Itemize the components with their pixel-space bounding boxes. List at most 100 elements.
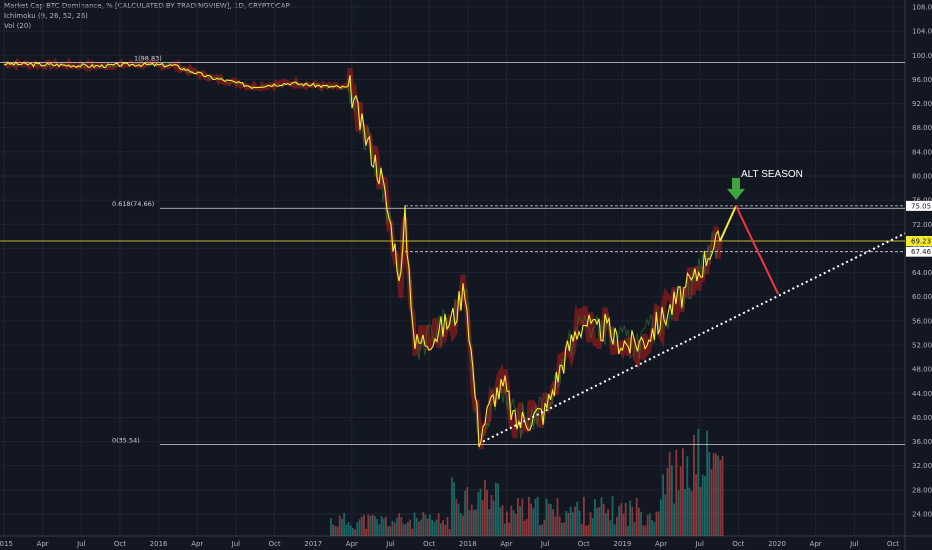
- x-tick-label: 2018: [459, 540, 477, 548]
- volume-bar: [655, 511, 658, 536]
- volume-bar: [374, 516, 376, 536]
- volume-bar: [497, 483, 499, 536]
- volume-bar: [437, 513, 440, 536]
- volume-bar: [699, 487, 702, 536]
- alt-season-label: ALT SEASON: [741, 169, 803, 180]
- price-label-text: 67.46: [911, 248, 932, 256]
- volume-bar: [543, 520, 546, 536]
- projection-down-line: [735, 205, 779, 295]
- volume-bar: [488, 509, 491, 536]
- y-tick-label: 28.00: [912, 486, 932, 494]
- y-tick-label: 56.00: [912, 317, 932, 325]
- volume-bar: [347, 522, 350, 536]
- volume-bar: [624, 503, 627, 536]
- volume-bar: [506, 511, 508, 536]
- volume-bar: [343, 512, 345, 536]
- volume-bar: [600, 497, 603, 536]
- volume-bar: [611, 496, 614, 536]
- volume-bar: [690, 491, 693, 536]
- volume-bar: [644, 525, 647, 536]
- volume-bar: [545, 498, 548, 536]
- y-tick-label: 60.00: [912, 293, 932, 301]
- volume-bar: [426, 518, 429, 536]
- volume-bar: [618, 506, 620, 536]
- price-label-tag: [906, 200, 932, 211]
- volume-bar: [429, 514, 431, 536]
- volume-bar: [510, 505, 513, 536]
- x-tick-label: Jul: [694, 540, 704, 548]
- volume-bar: [360, 516, 363, 536]
- volume-bar: [514, 513, 517, 536]
- volume-bar: [512, 510, 515, 536]
- volume-bar: [631, 506, 634, 536]
- annotations: ALT SEASON: [482, 169, 906, 443]
- volume-bars: [330, 428, 724, 537]
- volume-bar: [407, 521, 409, 536]
- y-axis[interactable]: 108.00 104.00 100.00 96.00 92.00 88.00 84.00 80…: [906, 4, 932, 519]
- x-tick-label: 2020: [768, 540, 786, 548]
- y-tick-label: 48.00: [912, 366, 932, 374]
- volume-bar: [572, 512, 574, 536]
- volume-bar: [596, 508, 598, 536]
- x-tick-label: Jul: [231, 540, 241, 548]
- volume-bar: [334, 525, 337, 536]
- volume-bar: [457, 503, 460, 536]
- volume-bar: [589, 512, 592, 536]
- volume-bar: [349, 525, 352, 536]
- volume-bar: [530, 503, 532, 536]
- fib-level-label: 0.618(74.66): [112, 200, 154, 208]
- volume-bar: [424, 514, 427, 536]
- volume-bar: [587, 524, 590, 536]
- price-label-tag: [906, 236, 932, 247]
- volume-bar: [567, 513, 570, 536]
- volume-bar: [380, 516, 383, 536]
- volume-bar: [525, 518, 528, 536]
- volume-bar: [660, 499, 662, 536]
- volume-bar: [484, 480, 486, 536]
- volume-bar: [464, 490, 466, 536]
- volume-bar: [519, 506, 521, 536]
- x-tick-label: Apr: [37, 540, 49, 548]
- volume-bar: [719, 460, 722, 536]
- y-tick-label: 84.00: [912, 148, 932, 156]
- volume-bar: [633, 522, 636, 536]
- y-tick-label: 96.00: [912, 76, 932, 84]
- x-axis[interactable]: 2015 Apr Jul Oct 2016 Apr Jul Oct 2017 Apr Jul Oct 2…: [0, 540, 899, 548]
- volume-bar: [453, 482, 455, 536]
- volume-bar: [330, 518, 332, 536]
- x-tick-label: Apr: [346, 540, 358, 548]
- y-tick-label: 88.00: [912, 124, 932, 132]
- x-tick-label: 2015: [0, 540, 13, 548]
- volume-bar: [422, 512, 425, 536]
- x-tick-label: 2017: [304, 540, 322, 548]
- volume-bar: [550, 504, 552, 536]
- volume-bar: [391, 520, 394, 536]
- volume-bar: [684, 489, 686, 536]
- volume-bar: [668, 451, 671, 536]
- volume-bar: [620, 503, 623, 536]
- indicator-ichimoku-label[interactable]: Ichimoku (9, 26, 52, 26): [4, 12, 88, 20]
- support-trendline: [482, 232, 906, 443]
- volume-bar: [616, 516, 618, 536]
- volume-bar: [651, 520, 653, 536]
- volume-bar: [646, 515, 649, 536]
- indicator-volume-label[interactable]: Vol (20): [4, 22, 32, 30]
- volume-bar: [704, 475, 706, 536]
- volume-bar: [336, 526, 339, 536]
- volume-bar: [695, 474, 697, 536]
- volume-bar: [411, 528, 414, 536]
- y-tick-label: 64.00: [912, 269, 932, 277]
- ichimoku-cloud: [3, 57, 723, 450]
- volume-bar: [627, 525, 629, 536]
- volume-bar: [495, 482, 497, 536]
- volume-bar: [442, 520, 444, 536]
- volume-bar: [444, 524, 447, 536]
- volume-bar: [481, 500, 484, 536]
- volume-bar: [602, 503, 605, 536]
- y-tick-label: 80.00: [912, 173, 932, 181]
- volume-bar: [717, 455, 719, 536]
- volume-bar: [686, 456, 689, 536]
- volume-bar: [415, 517, 418, 536]
- volume-bar: [677, 490, 680, 536]
